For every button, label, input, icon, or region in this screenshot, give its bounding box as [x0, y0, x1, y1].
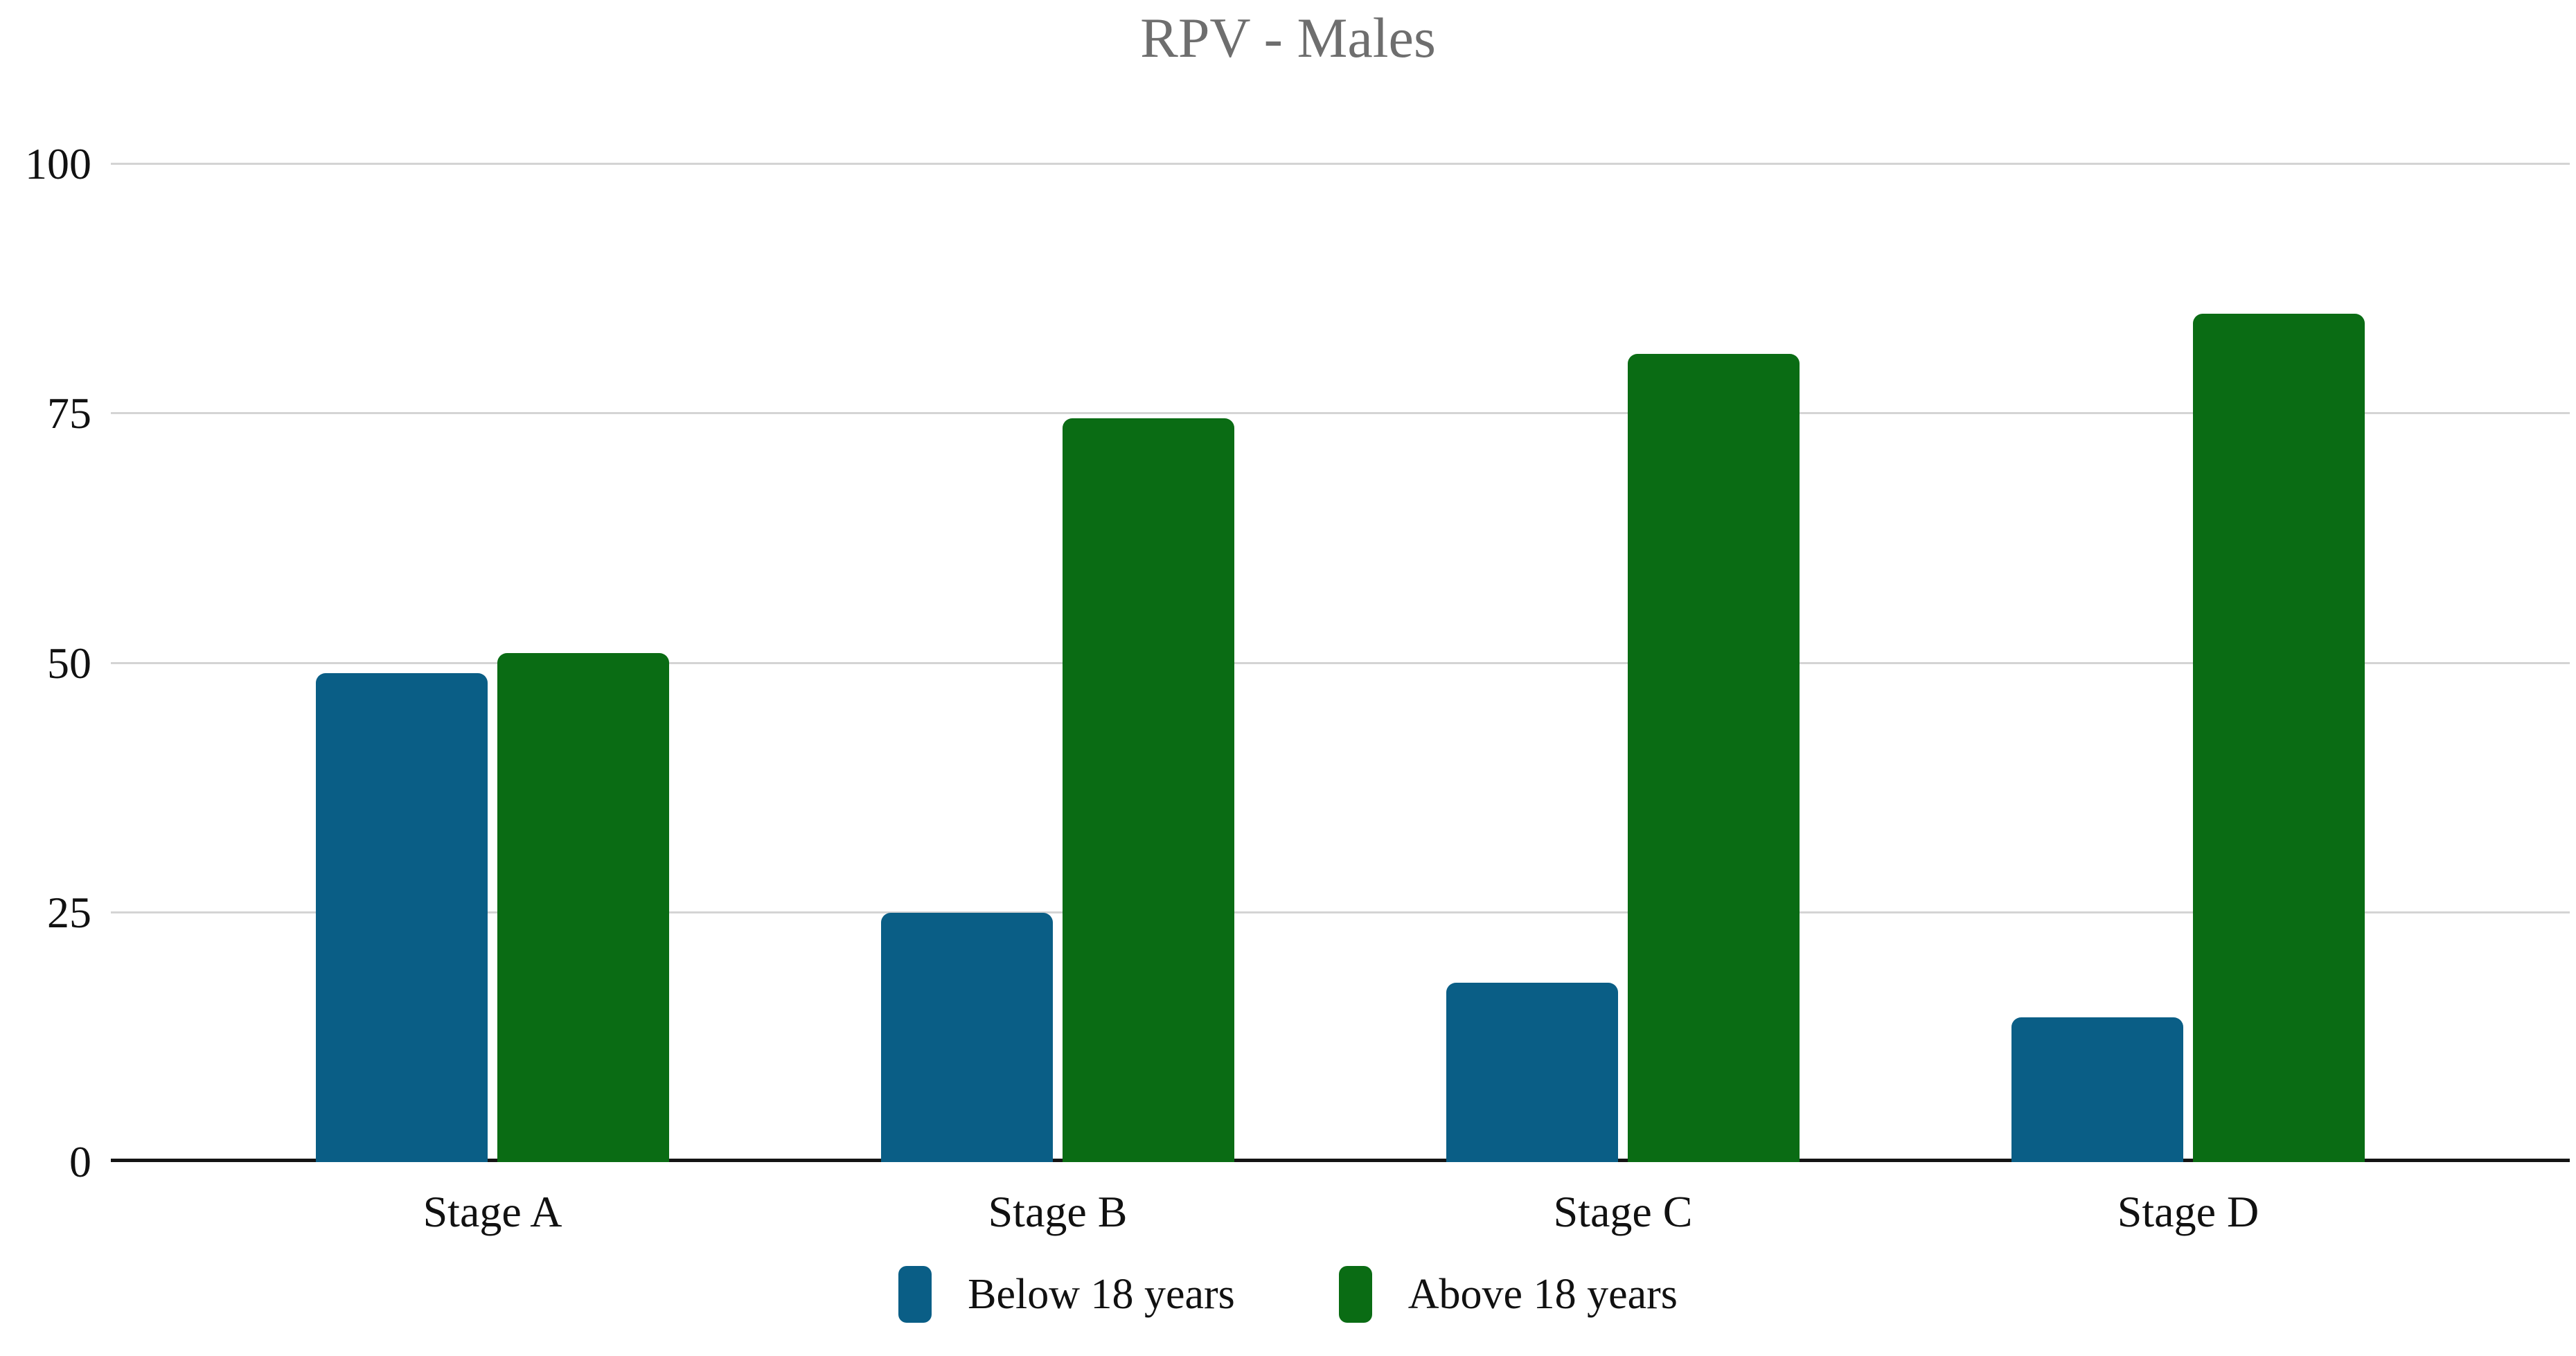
y-axis: 0 25 50 75 100 [0, 142, 91, 1184]
bar-group-stage-b [881, 164, 1234, 1162]
legend: Below 18 years Above 18 years [0, 1266, 2576, 1323]
x-tick-label-stage-d: Stage D [2117, 1187, 2259, 1236]
legend-label-above-18-years: Above 18 years [1407, 1270, 1678, 1318]
x-axis-baseline [111, 1159, 2570, 1162]
y-tick-label-25: 25 [47, 887, 91, 937]
bar-above-18-years-stage-a [497, 653, 669, 1162]
legend-item-below-18-years: Below 18 years [898, 1266, 1235, 1323]
bar-group-stage-a [316, 164, 669, 1162]
legend-item-above-18-years: Above 18 years [1338, 1266, 1678, 1323]
x-tick-label-stage-b: Stage B [988, 1187, 1128, 1236]
gridline-75 [111, 412, 2570, 415]
bar-below-18-years-stage-a [316, 672, 488, 1162]
legend-label-below-18-years: Below 18 years [968, 1270, 1235, 1318]
legend-swatch-below-18-years [898, 1266, 932, 1323]
bar-group-stage-d [2011, 164, 2365, 1162]
y-tick-label-50: 50 [47, 638, 91, 688]
bar-below-18-years-stage-b [881, 912, 1053, 1162]
x-tick-label-stage-a: Stage A [423, 1187, 562, 1236]
gridline-50 [111, 661, 2570, 664]
bar-above-18-years-stage-d [2193, 314, 2365, 1162]
chart-title: RPV - Males [1140, 6, 1436, 69]
plot-area [111, 163, 2570, 1162]
gridline-100 [111, 163, 2570, 165]
y-tick-label-75: 75 [47, 389, 91, 438]
bar-below-18-years-stage-d [2011, 1017, 2183, 1162]
gridline-25 [111, 911, 2570, 913]
bar-group-stage-c [1446, 164, 1800, 1162]
bar-above-18-years-stage-b [1063, 418, 1234, 1162]
bar-above-18-years-stage-c [1628, 353, 1800, 1162]
y-tick-label-0: 0 [69, 1137, 91, 1186]
x-tick-label-stage-c: Stage C [1553, 1187, 1693, 1236]
x-axis: Stage A Stage B Stage C Stage D [0, 1186, 2576, 1248]
bar-below-18-years-stage-c [1446, 982, 1618, 1162]
y-tick-label-100: 100 [25, 139, 91, 188]
legend-swatch-above-18-years [1338, 1266, 1372, 1323]
